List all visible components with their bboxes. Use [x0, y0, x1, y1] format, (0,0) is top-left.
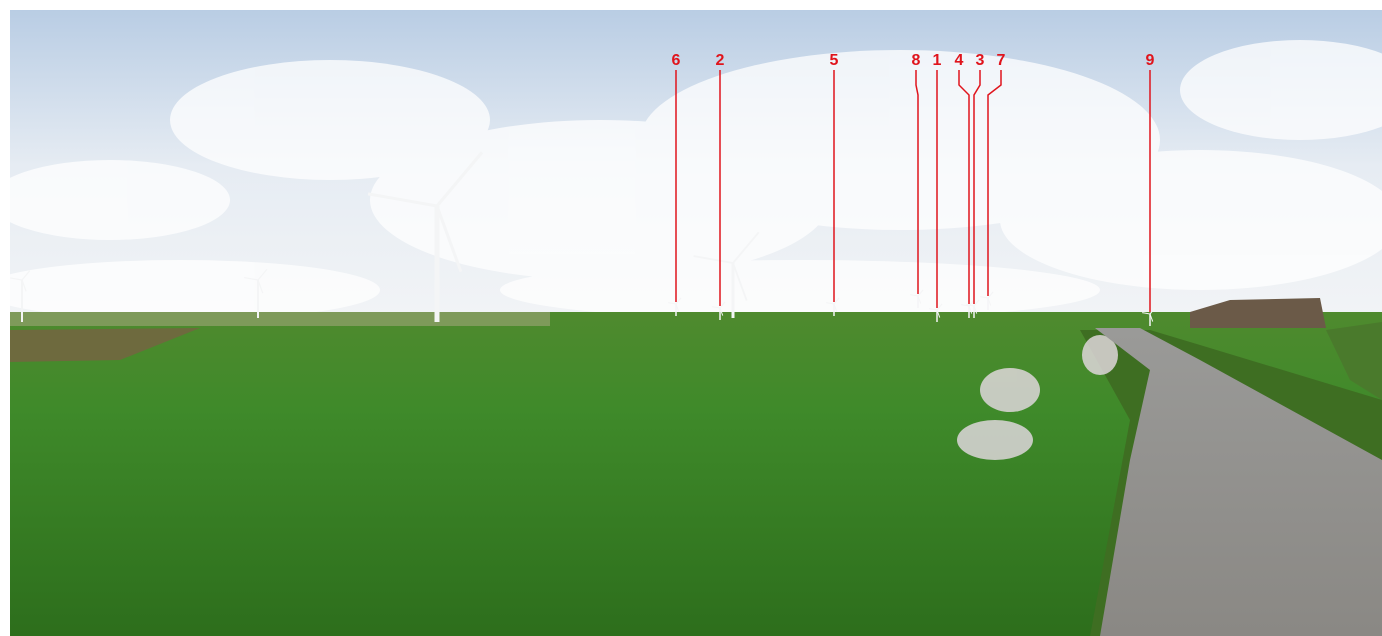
blade: [675, 303, 680, 312]
turbines: [10, 151, 1156, 326]
blade: [435, 151, 484, 207]
blade: [973, 299, 980, 307]
blade: [936, 309, 941, 318]
blade: [675, 297, 682, 305]
turbine: [929, 303, 943, 322]
blade: [10, 277, 23, 281]
blade: [936, 303, 943, 311]
turbine: [980, 291, 994, 310]
turbine-label: 9: [1146, 52, 1155, 69]
clouds: [0, 40, 1382, 320]
blade: [961, 304, 970, 307]
blade: [693, 255, 734, 264]
ploughed-strip: [10, 328, 200, 362]
blade: [987, 291, 994, 299]
blade: [732, 262, 748, 301]
turbine-label: 1: [933, 52, 942, 69]
turbine-label: 4: [955, 52, 964, 69]
turbine-label: 7: [997, 52, 1006, 69]
blade: [257, 279, 264, 294]
turbine: [668, 297, 682, 316]
blade: [973, 305, 978, 314]
blade: [833, 297, 840, 305]
turbine-label: 3: [976, 52, 985, 69]
turbine-label: 6: [672, 52, 681, 69]
farmhouse: [1190, 298, 1326, 328]
turbine-label: 5: [830, 52, 839, 69]
blade: [1149, 313, 1154, 322]
flowers: [957, 335, 1118, 460]
turbine: [910, 289, 924, 308]
blade: [929, 308, 938, 311]
turbine: [1142, 307, 1156, 326]
turbine-label: 2: [716, 52, 725, 69]
blade: [980, 296, 989, 299]
blade: [732, 231, 760, 264]
blade: [257, 268, 268, 281]
pointer-line: [973, 70, 981, 304]
blade: [21, 279, 27, 292]
blade: [968, 305, 973, 314]
blade: [435, 205, 463, 273]
pointer-line: [958, 70, 970, 304]
blade: [719, 307, 724, 316]
blade: [917, 289, 924, 297]
pointer-line: [915, 70, 919, 294]
turbine: [244, 268, 268, 318]
pointer-line: [987, 70, 1002, 296]
road: [1095, 328, 1382, 636]
turbine: [966, 299, 980, 318]
blade: [987, 297, 992, 306]
hedge: [1326, 322, 1382, 400]
blade: [712, 306, 721, 309]
blade: [917, 295, 922, 304]
turbine: [367, 151, 484, 322]
blade: [833, 303, 838, 312]
blade: [826, 302, 835, 305]
blade: [367, 192, 438, 208]
turbine: [712, 301, 726, 320]
turbine: [693, 231, 760, 318]
blade: [719, 301, 726, 309]
blade: [244, 276, 259, 281]
blade: [966, 304, 975, 307]
blade: [1149, 307, 1156, 315]
distant-field: [10, 312, 550, 326]
blade: [668, 302, 677, 305]
blade: [1142, 312, 1151, 315]
blade: [910, 294, 919, 297]
turbine: [10, 270, 31, 322]
turbine: [826, 297, 840, 316]
turbine-label: 8: [912, 52, 921, 69]
blade: [21, 270, 31, 281]
